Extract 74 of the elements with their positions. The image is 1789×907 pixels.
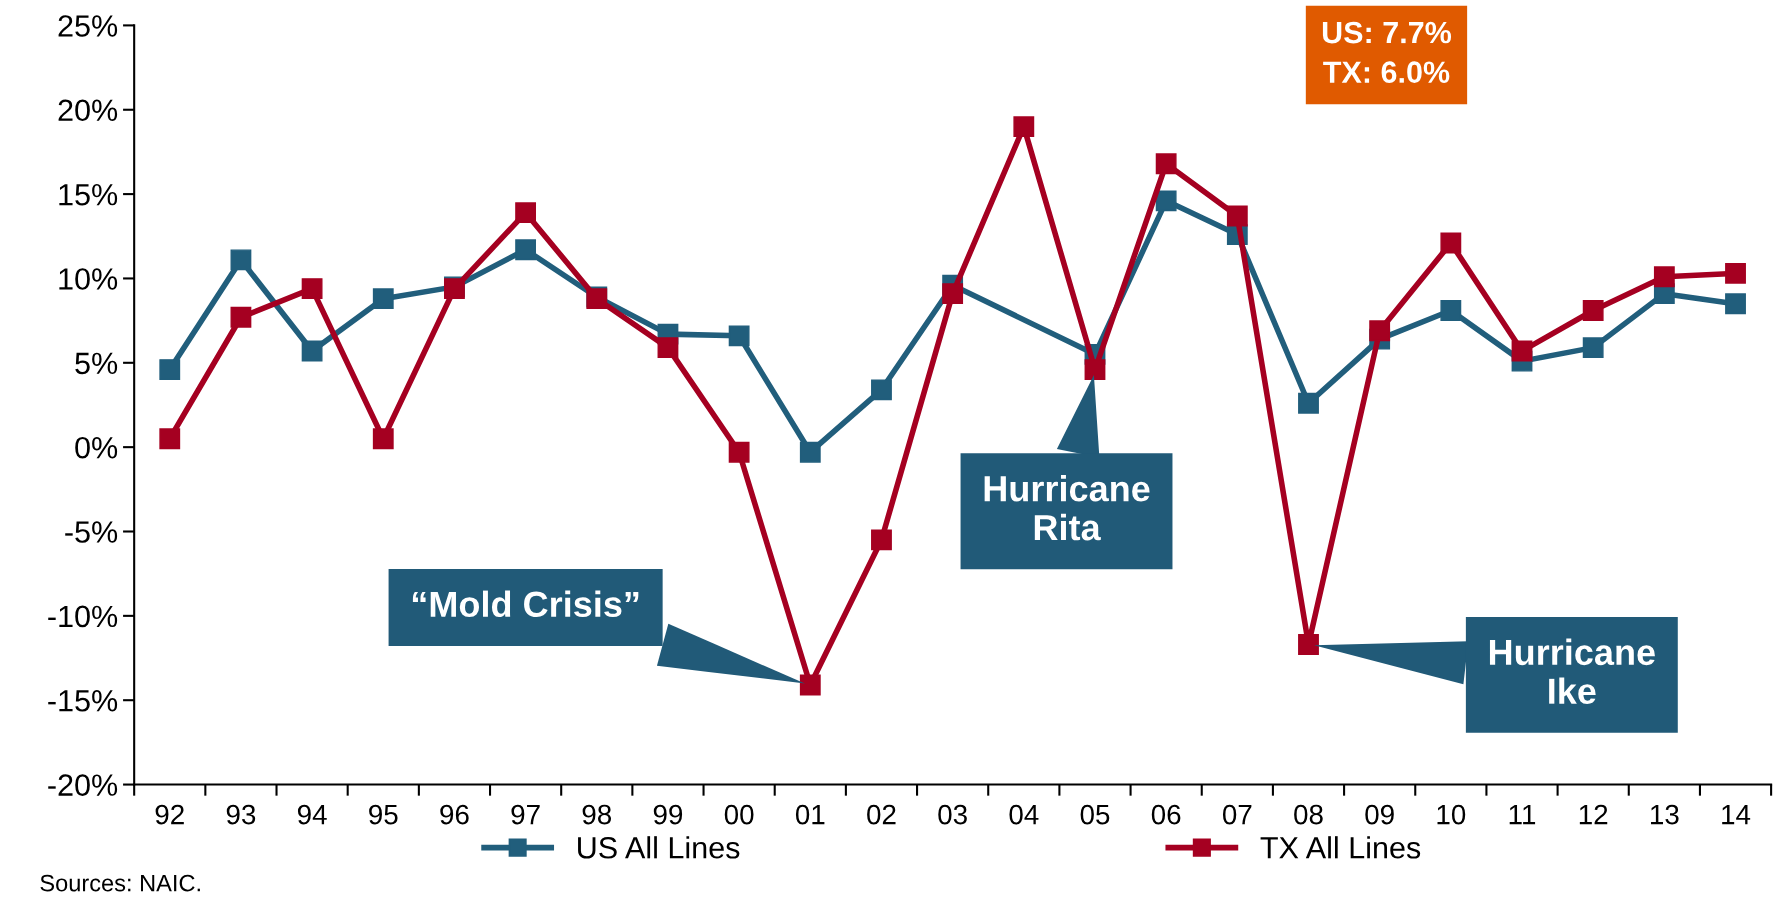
x-tick-label: 00: [724, 804, 754, 825]
x-tick-label: 03: [938, 804, 967, 825]
x-tick-label: 12: [1579, 804, 1608, 825]
annotation: “Mold Crisis”: [412, 590, 639, 618]
point: [1155, 153, 1177, 175]
point: [159, 428, 181, 450]
x-tick-label: 08: [1294, 804, 1323, 825]
y-tick-label: 10%: [59, 268, 118, 290]
x-tick-label: 07: [1222, 804, 1252, 825]
point: [230, 306, 252, 328]
y-tick-label: 20%: [58, 99, 118, 122]
x-tick-label: 96: [440, 804, 469, 825]
point: [1653, 266, 1675, 288]
point: [301, 278, 323, 299]
point: [230, 249, 252, 271]
annotation: US: 7.7% TX: 6.0%: [1322, 21, 1452, 83]
point: [1369, 320, 1391, 342]
point: [515, 239, 537, 261]
point: [871, 529, 892, 551]
point: [372, 288, 394, 310]
annotation: Hurricane Rita: [984, 474, 1150, 541]
legend-label: TX All Lines: [1260, 836, 1421, 859]
x-tick-label: 06: [1151, 804, 1181, 825]
y-tick-label: 5%: [75, 352, 118, 375]
point: [1725, 293, 1746, 315]
x-tick-label: 01: [795, 804, 825, 825]
x-tick-label: 99: [653, 804, 683, 825]
x-tick-label: 05: [1080, 804, 1110, 825]
legend-label: US All Lines: [578, 836, 740, 859]
point: [799, 674, 821, 696]
x-tick-label: 97: [511, 804, 540, 825]
point: [515, 202, 537, 224]
point: [728, 441, 750, 463]
point: [942, 283, 964, 305]
x-tick-label: 98: [582, 804, 612, 825]
point: [1582, 337, 1604, 359]
point: [1226, 205, 1248, 227]
point: [1440, 232, 1462, 254]
point: [657, 337, 679, 359]
point: [1013, 116, 1035, 138]
x-tick-label: 92: [155, 804, 184, 825]
point: [1582, 300, 1604, 321]
y-tick-label: -20%: [48, 774, 118, 796]
source-note: Sources: NAIC.: [40, 874, 200, 892]
point: [1155, 190, 1177, 212]
point: [1298, 392, 1319, 414]
x-tick-label: 93: [226, 804, 256, 825]
point: [1511, 340, 1533, 362]
point: [1084, 359, 1106, 380]
x-tick-label: 13: [1651, 804, 1679, 825]
point: [1440, 300, 1462, 321]
annotation: Hurricane Ike: [1489, 638, 1655, 705]
point: [799, 441, 821, 463]
x-tick-label: 14: [1722, 805, 1751, 825]
point: [871, 379, 892, 401]
y-tick-label: -10%: [48, 605, 118, 628]
point: [159, 359, 181, 380]
point: [1725, 262, 1746, 284]
x-tick-label: 94: [297, 804, 327, 825]
point: [728, 325, 750, 347]
y-tick-label: -5%: [65, 521, 118, 543]
y-tick-label: 0%: [75, 436, 118, 459]
y-tick-label: 15%: [59, 183, 118, 206]
x-tick-label: 09: [1365, 804, 1394, 825]
point: [301, 340, 323, 362]
point: [372, 428, 394, 450]
x-tick-label: 10: [1437, 804, 1466, 825]
y-tick-label: 25%: [58, 15, 118, 37]
y-tick-label: -15%: [48, 690, 118, 712]
x-tick-label: 02: [867, 804, 896, 825]
x-tick-label: 95: [369, 804, 398, 825]
x-tick-label: 04: [1009, 804, 1039, 825]
point: [1298, 634, 1319, 655]
x-tick-label: 11: [1509, 805, 1536, 825]
